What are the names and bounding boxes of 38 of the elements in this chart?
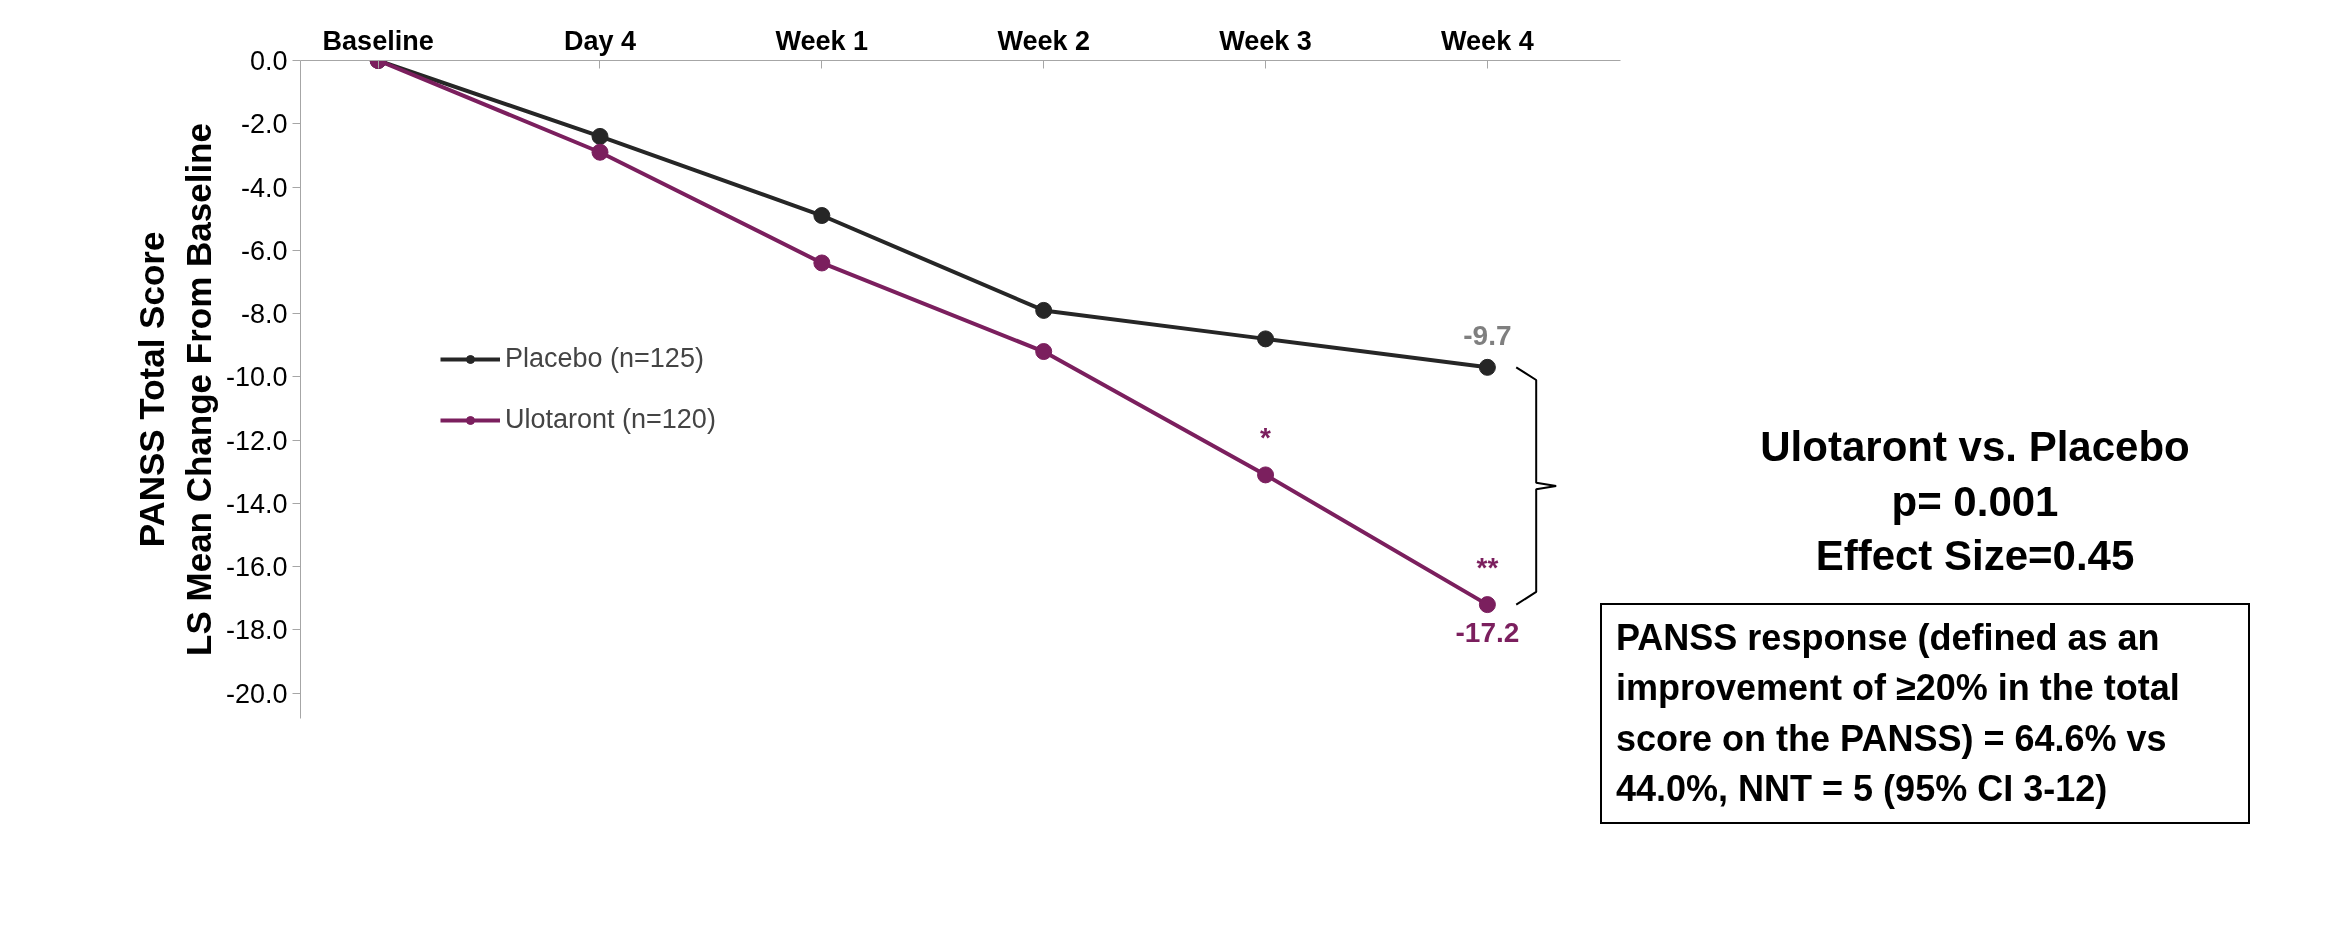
point — [1257, 330, 1275, 348]
y-tick-label: -16.0 — [225, 552, 288, 583]
x-tick-label: Day 4 — [563, 25, 637, 56]
annotation: -17.2 — [1455, 616, 1520, 648]
point — [1035, 301, 1053, 319]
point — [1478, 596, 1496, 614]
x-tick-label: Week 1 — [775, 25, 869, 56]
y-tick-label: -10.0 — [225, 362, 288, 393]
point — [1257, 466, 1275, 484]
point — [591, 143, 609, 161]
text: Effect Size=0.45 — [1815, 532, 2135, 580]
annotation: ** — [1476, 551, 1499, 583]
y-tick-label: -4.0 — [240, 172, 288, 203]
x-tick-label: Baseline — [322, 25, 434, 56]
y-tick-label: -18.0 — [225, 615, 288, 646]
y-tick-label: 0.0 — [249, 46, 288, 76]
legend-label: Placebo (n=125) — [505, 343, 704, 374]
y-tick-label: -12.0 — [225, 425, 288, 456]
legend-label: Ulotaront (n=120) — [505, 404, 716, 435]
y-tick-label: -8.0 — [240, 299, 288, 330]
text: Ulotaront vs. Placebo — [1760, 423, 2190, 470]
annotation: PANSS response (defined as an improvement of ≥20% in the total score on the PANSS) = 64.6% vs 44.0%, NNT = 5 (95% CI 3-12) — [1616, 615, 2181, 811]
y-tick-label: -14.0 — [225, 488, 288, 519]
point — [1478, 358, 1496, 376]
x-tick-label: Week 2 — [997, 25, 1090, 56]
x-tick-label: Week 3 — [1219, 25, 1312, 56]
y-tick-label: -6.0 — [240, 235, 288, 266]
x-tick-label: Week 4 — [1441, 25, 1534, 56]
y-tick-label: -20.0 — [225, 678, 288, 709]
text: p= 0.001 — [1891, 477, 2059, 525]
point — [1035, 343, 1053, 361]
point — [813, 207, 831, 224]
point — [813, 254, 831, 272]
y-tick-label: -2.0 — [240, 109, 288, 140]
annotation: * — [1260, 421, 1272, 453]
annotation: -9.7 — [1463, 320, 1512, 352]
y-axis-title: PANSS Total Score LS Mean Change From Baseline — [132, 123, 218, 656]
point — [591, 127, 609, 145]
